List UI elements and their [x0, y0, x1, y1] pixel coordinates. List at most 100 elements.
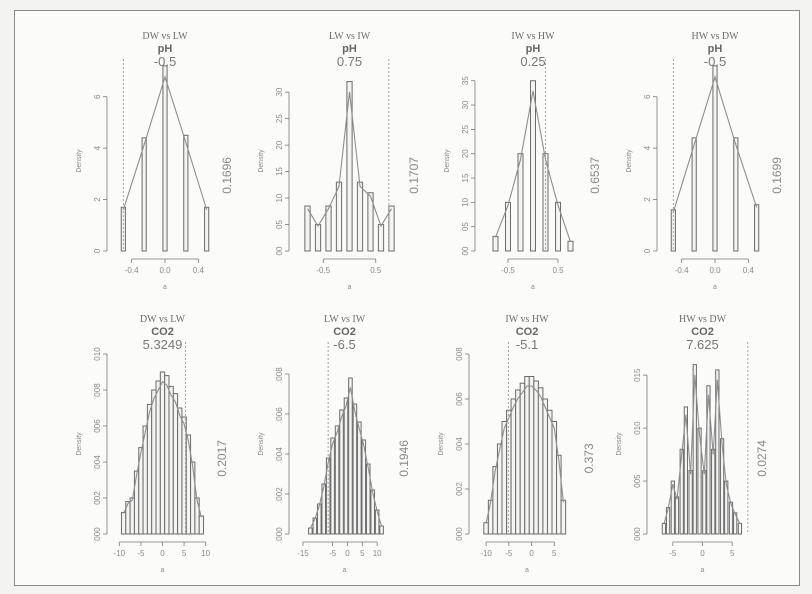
y-tick-label: 004: [275, 447, 284, 461]
x-tick-label: 0.5: [370, 266, 382, 275]
x-axis-label: a: [161, 567, 165, 574]
figure-frame: DW vs LW pH -0.5 0 2 4 6 Density -0.4 0.0 0.4 a 0.16…: [14, 10, 800, 586]
x-tick-label: 0: [160, 549, 165, 558]
histogram-bar: [377, 224, 385, 252]
histogram-bar: [567, 240, 574, 252]
y-tick-label: 0: [643, 248, 652, 253]
panel-subtitle: pH: [342, 43, 357, 55]
y-tick-label: 20: [461, 149, 470, 158]
density-curve: [494, 90, 572, 243]
histogram-bar: [706, 385, 711, 535]
y-axis-label: Density: [258, 432, 265, 456]
p-value-label: 0.1946: [397, 440, 411, 477]
histogram-bar: [483, 522, 489, 535]
x-tick-label: 0.5: [552, 266, 564, 275]
histogram-bar: [159, 371, 166, 535]
observed-value-label: -5.1: [516, 337, 538, 352]
histogram-bar: [506, 409, 512, 535]
panel-subtitle: pH: [158, 43, 173, 55]
histogram-bar: [183, 134, 189, 252]
x-tick-label: -0.5: [501, 266, 515, 275]
histogram-bar: [556, 454, 562, 535]
panel-subtitle: pH: [708, 43, 723, 55]
histogram-bar: [712, 65, 718, 252]
x-tick-label: 5: [730, 549, 735, 558]
x-tick-label: -5: [669, 549, 677, 558]
density-curve: [122, 75, 208, 211]
y-tick-label: 6: [643, 94, 652, 99]
histogram-bar: [330, 437, 335, 535]
x-tick-label: -5: [505, 549, 513, 558]
histogram-bar: [754, 204, 760, 252]
histogram-bar: [162, 65, 168, 252]
observed-value-label: -6.5: [333, 337, 355, 352]
histogram-bar: [542, 153, 549, 252]
x-tick-label: -5: [329, 549, 337, 558]
observed-value-label: 5.3249: [143, 337, 183, 352]
histogram-bar: [555, 201, 561, 252]
histogram-bar: [501, 421, 508, 535]
y-tick-label: 002: [93, 491, 102, 505]
histogram-bar: [361, 439, 367, 535]
y-tick-label: 002: [275, 487, 284, 501]
panel-subtitle: pH: [526, 43, 541, 55]
y-tick-label: 006: [93, 419, 102, 433]
x-axis-label: a: [525, 567, 529, 574]
y-axis-label: Density: [626, 149, 633, 173]
x-axis-label: a: [163, 284, 167, 291]
histogram-bar: [702, 469, 707, 535]
y-tick-label: 000: [93, 527, 102, 541]
y-tick-label: 4: [93, 145, 102, 150]
y-tick-label: 008: [93, 383, 102, 397]
histogram-bar: [691, 137, 697, 252]
histogram-bar: [683, 406, 689, 535]
density-curve: [663, 374, 741, 525]
y-axis-label: Density: [444, 149, 451, 173]
y-tick-label: 15: [275, 167, 284, 176]
histogram-bar: [367, 192, 374, 252]
histogram-bar: [715, 369, 720, 535]
p-value-label: 0.1707: [407, 157, 421, 194]
panel-title: IW vs HW: [511, 31, 555, 42]
panel-subtitle: CO2: [516, 326, 539, 338]
x-tick-label: -0.4: [675, 266, 689, 275]
x-tick-label: 0: [345, 549, 350, 558]
density-curve: [307, 91, 392, 228]
histogram-bar: [343, 397, 349, 535]
y-tick-label: 2: [643, 197, 652, 202]
y-tick-label: 010: [633, 421, 642, 435]
p-value-label: 0.0274: [755, 440, 769, 477]
x-tick-label: 10: [201, 549, 210, 558]
histogram-bar: [164, 375, 170, 535]
p-value-label: 0.1696: [220, 157, 234, 194]
y-tick-label: 10: [461, 197, 470, 206]
x-tick-label: 5: [552, 549, 557, 558]
y-axis-label: Density: [76, 149, 83, 173]
histogram-bar: [133, 470, 140, 535]
histogram-bar: [505, 201, 511, 252]
histogram-bar: [661, 522, 667, 535]
histogram-bar: [733, 137, 739, 252]
histogram-bar: [560, 499, 567, 535]
histogram-bar: [141, 137, 147, 252]
histogram-bar: [198, 515, 205, 535]
histogram-bar: [546, 409, 553, 535]
y-axis-label: Density: [616, 432, 623, 456]
histogram-bar: [365, 463, 371, 535]
y-tick-label: 25: [461, 124, 470, 133]
histogram-bar: [352, 403, 358, 535]
y-tick-label: 004: [93, 455, 102, 469]
panel-title: HW vs DW: [679, 314, 727, 325]
histogram-bar: [339, 409, 344, 535]
histogram-bar: [537, 387, 544, 535]
histogram-bar: [487, 499, 494, 535]
histogram-bar: [530, 80, 536, 252]
histogram-bar: [120, 511, 127, 535]
x-tick-label: 0.0: [709, 266, 721, 275]
histogram-bar: [325, 205, 332, 252]
y-tick-label: 05: [461, 222, 470, 231]
histogram-bar: [492, 466, 498, 535]
